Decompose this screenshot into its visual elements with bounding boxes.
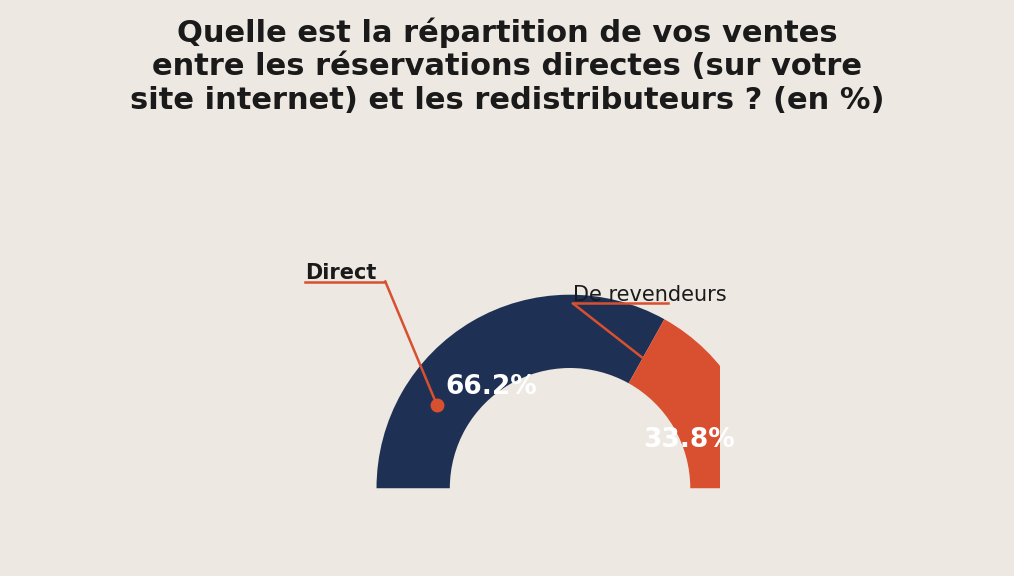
Wedge shape (376, 295, 664, 488)
Text: 66.2%: 66.2% (445, 374, 536, 400)
Text: Direct: Direct (304, 263, 376, 283)
Text: De revendeurs: De revendeurs (573, 285, 727, 305)
Wedge shape (629, 319, 764, 488)
Text: 33.8%: 33.8% (644, 427, 735, 453)
Text: Quelle est la répartition de vos ventes
entre les réservations directes (sur vot: Quelle est la répartition de vos ventes … (130, 17, 884, 115)
